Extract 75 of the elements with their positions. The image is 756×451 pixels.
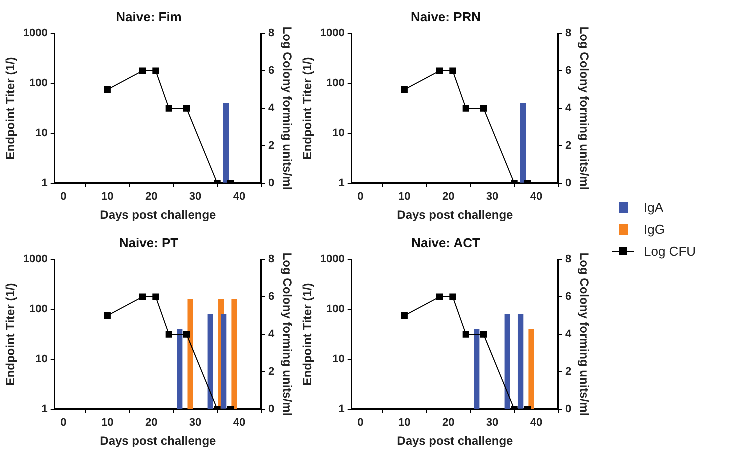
x-axis-title: Days post challenge <box>397 434 514 448</box>
x-tick-label: 0 <box>358 417 364 430</box>
x-tick-label: 10 <box>102 417 114 430</box>
y2-tick-label: 2 <box>565 366 572 378</box>
x-tick-label: 10 <box>102 191 114 204</box>
y2-tick-label: 0 <box>268 403 275 416</box>
y2-tick-label: 4 <box>565 102 572 115</box>
x-tick-label: 30 <box>189 417 202 430</box>
y2-tick-label: 4 <box>268 102 276 115</box>
x-tick-label: 20 <box>442 191 455 204</box>
y2-axis-title: Log Colony forming units/ml <box>577 252 592 416</box>
x-tick-label: 10 <box>398 191 411 204</box>
y2-tick-label: 4 <box>565 328 572 341</box>
y-tick-label: 100 <box>30 78 48 90</box>
y-axis-title: Endpoint Titer (1/) <box>4 57 18 160</box>
x-tick-label: 40 <box>530 417 543 430</box>
y2-tick-label: 8 <box>268 28 275 40</box>
y-tick-label: 1 <box>42 177 48 190</box>
chart-title: Naive: ACT <box>412 235 480 250</box>
y2-tick-label: 6 <box>565 65 572 78</box>
y-tick-label: 1000 <box>320 254 345 266</box>
x-tick-label: 30 <box>486 191 499 204</box>
y2-axis-title: Log Colony forming units/ml <box>280 252 294 416</box>
x-axis-title: Days post challenge <box>100 434 217 448</box>
x-tick-label: 40 <box>233 417 246 430</box>
legend-label: Log CFU <box>644 244 696 258</box>
x-tick-label: 0 <box>60 191 67 204</box>
chart-title: Naive: PT <box>119 235 179 250</box>
x-tick-label: 20 <box>442 417 455 430</box>
x-tick-label: 40 <box>530 191 543 204</box>
x-axis-title: Days post challenge <box>100 208 217 222</box>
y-tick-label: 1 <box>338 177 345 190</box>
y-tick-label: 10 <box>36 354 48 366</box>
x-tick-label: 10 <box>398 417 411 430</box>
x-tick-label: 0 <box>358 191 364 204</box>
legend-label: IgA <box>644 200 664 214</box>
y2-tick-label: 8 <box>565 254 572 266</box>
chart-title: Naive: Fim <box>116 9 182 24</box>
y-tick-label: 10 <box>332 128 345 140</box>
y2-axis-title: Log Colony forming units/ml <box>577 26 592 190</box>
y-tick-label: 1 <box>42 403 48 416</box>
x-tick-label: 0 <box>60 417 67 430</box>
y-axis-title: Endpoint Titer (1/) <box>300 57 315 160</box>
y2-tick-label: 0 <box>565 177 572 190</box>
y-tick-label: 100 <box>326 304 345 316</box>
legend-label: IgG <box>644 222 665 236</box>
y2-tick-label: 4 <box>268 328 276 341</box>
y-tick-label: 10 <box>36 128 48 140</box>
y-tick-label: 1000 <box>320 28 345 40</box>
y-tick-label: 1 <box>338 403 345 416</box>
y2-tick-label: 2 <box>268 140 275 152</box>
chart-title: Naive: PRN <box>410 9 482 24</box>
y2-tick-label: 2 <box>268 366 275 378</box>
y-tick-label: 1000 <box>23 28 48 40</box>
x-axis-title: Days post challenge <box>397 208 514 222</box>
y-tick-label: 100 <box>30 304 48 316</box>
x-tick-label: 30 <box>486 417 499 430</box>
y-tick-label: 10 <box>332 354 345 366</box>
y2-tick-label: 6 <box>268 65 275 78</box>
y-tick-label: 100 <box>326 78 345 90</box>
y-axis-title: Endpoint Titer (1/) <box>300 283 315 386</box>
x-tick-label: 20 <box>145 417 158 430</box>
y-axis-title: Endpoint Titer (1/) <box>4 283 18 386</box>
y2-tick-label: 0 <box>268 177 275 190</box>
y2-tick-label: 2 <box>565 140 572 152</box>
y2-tick-label: 8 <box>268 254 275 266</box>
y2-tick-label: 8 <box>565 28 572 40</box>
y2-tick-label: 0 <box>565 403 572 416</box>
x-tick-label: 20 <box>145 191 158 204</box>
y2-tick-label: 6 <box>565 291 572 304</box>
y-tick-label: 1000 <box>23 254 48 266</box>
x-tick-label: 30 <box>189 191 202 204</box>
y2-tick-label: 6 <box>268 291 275 304</box>
y2-axis-title: Log Colony forming units/ml <box>280 26 294 190</box>
x-tick-label: 40 <box>233 191 246 204</box>
